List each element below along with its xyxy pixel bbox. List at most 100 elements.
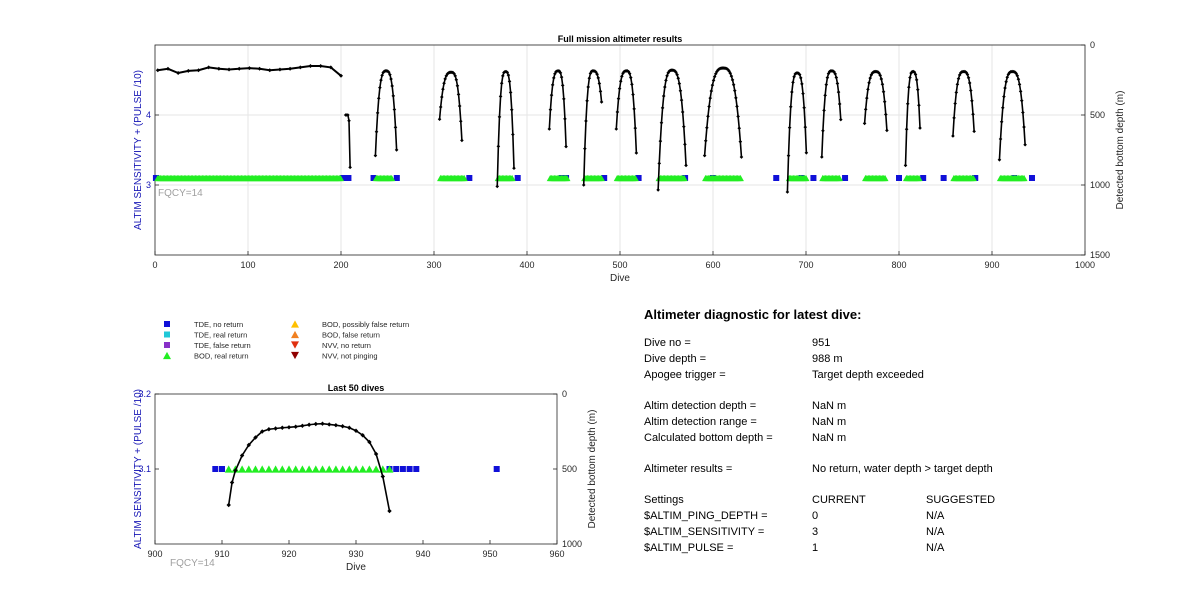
bottom-depth-point (229, 480, 235, 485)
tde-no-return-marker (514, 175, 521, 181)
bottom-depth-point (300, 423, 305, 428)
bottom-depth-point (508, 90, 513, 95)
bottom-depth-point (585, 99, 589, 103)
dive-depth-value: 988 m (812, 353, 843, 365)
bod-real-return-marker (388, 174, 396, 182)
bottom-depth-point (457, 104, 462, 108)
bod-real-return-marker (915, 174, 923, 182)
last-50-dives-chart: 900 910 920 930 940 950 960 3.1 3.2 0 500 1000 Last … (133, 383, 598, 573)
bottom-depth-point (298, 65, 303, 70)
chart-title: Last 50 dives (328, 383, 385, 393)
bottom-depth-point (328, 65, 333, 70)
bottom-depth-point (505, 70, 510, 75)
bottom-depth-point (907, 85, 911, 90)
bottom-depth-point (835, 81, 840, 86)
bottom-depth-point (631, 92, 635, 97)
altim-depth-value: NaN m (812, 400, 847, 412)
y-right-tick-label: 0 (562, 389, 567, 399)
bottom-depth-point (1015, 73, 1020, 78)
bottom-depth-point (882, 99, 887, 104)
legend-marker (291, 341, 299, 349)
bottom-depth-point (327, 422, 332, 427)
bod-real-return-marker (311, 465, 320, 473)
diagnostic-title: Altimeter diagnostic for latest dive: (644, 307, 862, 322)
legend-marker (163, 351, 171, 360)
bottom-depth-point (791, 80, 795, 85)
bottom-depth-point (678, 88, 683, 93)
tde-no-return-marker (972, 175, 979, 181)
bod-real-return-marker (318, 465, 327, 473)
bottom-depth-point (1018, 89, 1023, 94)
legend-label: NVV, not pinging (322, 352, 378, 361)
apogee-label: Apogee trigger = (644, 369, 726, 381)
bottom-depth-point (738, 139, 743, 144)
bottom-depth-point (378, 85, 382, 90)
bottom-depth-point (618, 79, 623, 84)
bottom-depth-point (547, 127, 552, 131)
bottom-depth-point (1016, 77, 1021, 82)
bottom-depth-point (440, 95, 444, 99)
bottom-depth-point (712, 74, 717, 79)
bottom-depth-point (1003, 86, 1007, 90)
bottom-depth-line (863, 70, 888, 131)
bottom-depth-point (497, 115, 502, 119)
bod-real-return-marker (835, 174, 843, 182)
bottom-depth-point (233, 468, 238, 473)
bottom-depth-point (373, 451, 379, 457)
fqcy-annotation: FQCY=14 (158, 188, 203, 199)
dive-depth-row: Dive depth = 988 m (644, 351, 861, 367)
tde-no-return-marker (940, 175, 947, 181)
bottom-depth-point (664, 78, 668, 83)
bottom-depth-point (735, 104, 739, 109)
bottom-depth-point (715, 69, 719, 74)
tde-no-return-marker (842, 175, 849, 181)
bottom-depth-point (155, 68, 160, 73)
bottom-depth-point (614, 127, 619, 131)
bottom-depth-point (381, 70, 386, 75)
suggested-header: SUGGESTED (926, 494, 996, 506)
bottom-depth-point (633, 126, 638, 130)
bottom-depth-point (665, 73, 669, 78)
tde-no-return-marker (810, 175, 817, 181)
legend-label: TDE, real return (194, 331, 247, 340)
x-tick-label: 960 (549, 549, 564, 559)
bod-real-return-marker (298, 465, 307, 473)
bottom-depth-point (443, 77, 447, 81)
bottom-depth-point (581, 183, 586, 187)
apogee-value: Target depth exceeded (812, 369, 924, 381)
bottom-depth-point (499, 81, 504, 86)
legend-label: TDE, false return (194, 341, 251, 350)
bottom-depth-point (728, 71, 733, 76)
bottom-depth-point (952, 116, 956, 120)
bottom-depth-point (955, 82, 960, 87)
bottom-depth-point (802, 105, 806, 110)
bod-real-return-marker (352, 465, 360, 473)
bottom-depth-point (951, 134, 955, 138)
full-mission-chart: 0 100 200 300 400 500 600 700 800 900 1000 3 4 0 500 10… (133, 34, 1126, 284)
bottom-depth-point (705, 125, 709, 130)
y-right-tick-label: 1500 (1090, 250, 1110, 260)
bottom-depth-point (226, 502, 231, 508)
bottom-depth-point (620, 74, 624, 79)
bottom-depth-point (507, 79, 512, 84)
bottom-depth-point (453, 74, 458, 78)
bottom-depth-point (586, 85, 590, 89)
bottom-depth-point (557, 69, 562, 73)
bottom-depth-point (971, 112, 975, 117)
bottom-depth-point (997, 158, 1002, 162)
setting-suggested: N/A (926, 510, 945, 522)
bottom-depth-point (868, 76, 872, 80)
bottom-depth-point (595, 72, 599, 77)
bottom-depth-point (966, 75, 971, 80)
tde-no-return-marker (466, 175, 473, 181)
bod-real-return-marker (325, 465, 334, 473)
bottom-depth-point (999, 119, 1004, 124)
bottom-depth-point (617, 86, 622, 91)
bottom-depth-point (277, 67, 282, 72)
bottom-depth-point (656, 188, 660, 192)
legend-marker (291, 351, 299, 360)
bod-real-return-marker (244, 465, 253, 473)
bottom-depth-point (632, 107, 636, 111)
bottom-depth-point (684, 163, 688, 168)
bottom-depth-point (616, 96, 621, 101)
